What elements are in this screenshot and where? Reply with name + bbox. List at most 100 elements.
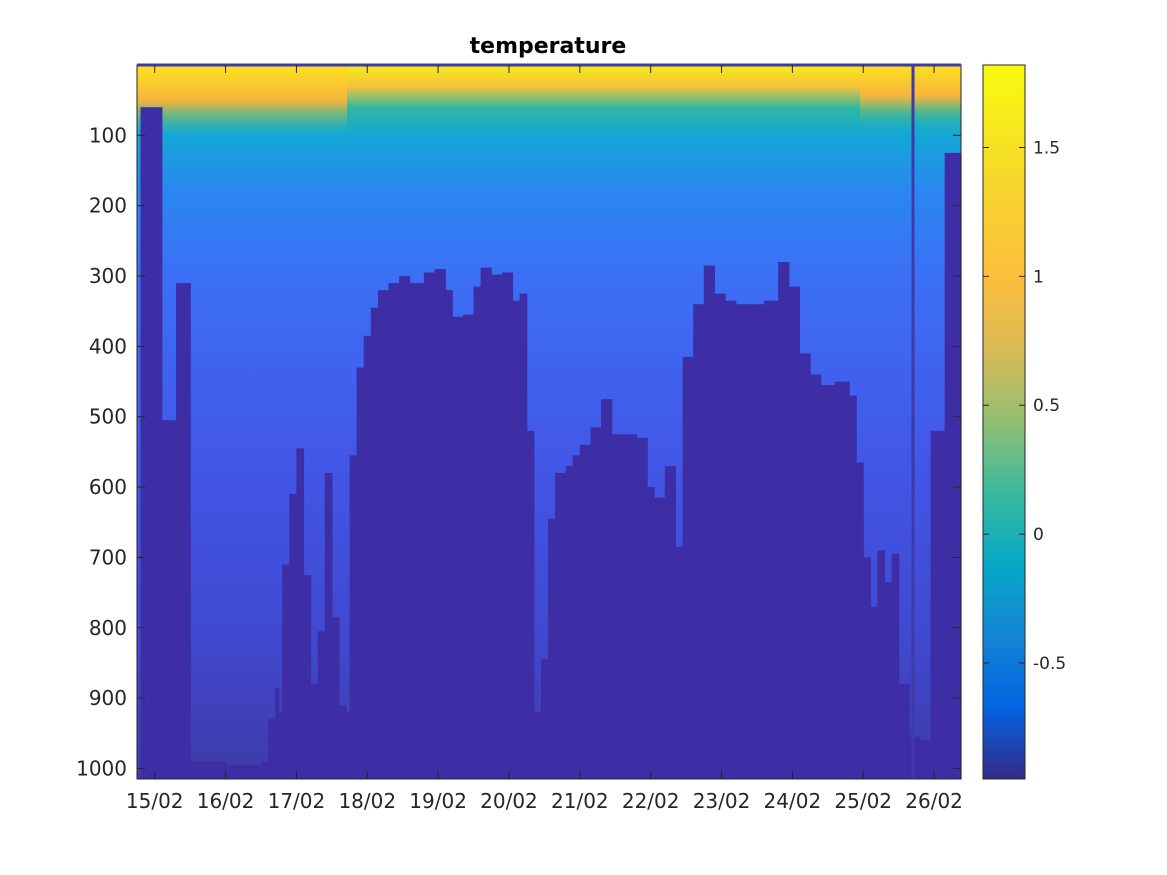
cold-column — [601, 399, 613, 779]
x-tick-label: 24/02 — [764, 789, 822, 813]
cold-column — [590, 427, 602, 779]
plot-area — [136, 63, 962, 780]
cold-column — [682, 356, 694, 779]
x-axis: 15/02 16/02 17/02 18/02 19/02 20/02 21/02 22/02… — [126, 65, 963, 813]
cold-column — [399, 276, 411, 779]
colorbar-scale — [982, 64, 1026, 780]
cold-column — [278, 712, 283, 779]
cold-column — [176, 283, 191, 779]
cold-column — [317, 631, 326, 779]
x-tick-label: 19/02 — [409, 789, 467, 813]
y-tick-label: 500 — [89, 405, 127, 429]
cold-column — [849, 395, 857, 779]
y-tick-label: 300 — [89, 264, 127, 288]
cold-column — [547, 518, 556, 779]
y-axis: 100 200 300 400 500 600 700 800 900 1000 — [76, 123, 961, 780]
cold-column — [282, 564, 290, 779]
cold-column — [856, 462, 864, 779]
colorbar-tick-label: 0 — [1033, 525, 1044, 545]
cold-column — [512, 300, 521, 779]
cold-column — [445, 290, 453, 779]
cold-column — [611, 434, 623, 779]
cold-column — [370, 307, 379, 779]
cold-column — [303, 575, 312, 779]
cold-column — [944, 152, 962, 779]
cold-column — [388, 283, 400, 779]
cold-column — [555, 473, 567, 779]
cold-column — [764, 300, 779, 779]
colorbar: -0.5 0 0.5 1 1.5 — [982, 64, 1066, 780]
cold-column — [268, 719, 276, 779]
x-tick-label: 22/02 — [622, 789, 680, 813]
cold-column — [778, 262, 790, 779]
cold-column — [338, 705, 347, 779]
cold-column — [501, 272, 514, 779]
cold-column — [324, 473, 333, 779]
colorbar-tick-label: 1 — [1033, 267, 1044, 287]
warm-surface-layer-left — [137, 65, 347, 135]
cold-column — [799, 353, 811, 779]
y-tick-label: 800 — [89, 616, 127, 640]
colorbar-tick-label: 1.5 — [1033, 138, 1060, 158]
x-tick-label: 17/02 — [268, 789, 326, 813]
cold-column — [877, 550, 886, 779]
x-tick-label: 20/02 — [480, 789, 538, 813]
cold-column — [356, 367, 365, 779]
cold-column — [377, 290, 390, 779]
chart-title: temperature — [470, 34, 627, 59]
x-tick-label: 23/02 — [693, 789, 751, 813]
cold-column — [363, 335, 372, 779]
colorbar-ticks: -0.5 0 0.5 1 1.5 — [983, 138, 1066, 674]
y-tick-label: 700 — [89, 545, 127, 569]
cold-column — [693, 304, 705, 779]
cold-column — [725, 300, 737, 779]
cold-column — [533, 712, 542, 779]
cold-column — [225, 764, 262, 779]
x-tick-label: 15/02 — [126, 789, 184, 813]
x-tick-label: 26/02 — [905, 789, 963, 813]
cold-column — [870, 606, 878, 779]
cold-column — [622, 434, 638, 779]
x-tick-label: 21/02 — [551, 789, 609, 813]
cold-column — [462, 314, 475, 779]
y-tick-label: 400 — [89, 334, 127, 358]
cold-column — [919, 740, 932, 779]
cold-column — [519, 293, 528, 779]
colorbar-tick-label: 0.5 — [1033, 396, 1060, 416]
colorbar-tick-label: -0.5 — [1033, 654, 1066, 674]
cold-column — [331, 617, 340, 779]
x-tick-label: 25/02 — [834, 789, 892, 813]
cold-column — [788, 286, 800, 779]
cold-bottom-layer — [140, 107, 962, 779]
cold-column — [275, 687, 280, 779]
cold-column — [491, 274, 503, 779]
cold-column — [909, 736, 921, 779]
y-tick-label: 900 — [89, 686, 127, 710]
cold-column — [647, 487, 655, 779]
y-tick-label: 1000 — [76, 756, 127, 780]
cold-column — [190, 761, 227, 779]
cold-column — [636, 437, 648, 779]
cold-column — [565, 466, 574, 779]
cold-column — [820, 385, 836, 779]
cold-column — [296, 448, 305, 779]
cold-column — [261, 761, 269, 779]
cold-column — [434, 269, 446, 779]
x-tick-label: 18/02 — [338, 789, 396, 813]
cold-column — [654, 497, 666, 779]
cold-column — [675, 546, 684, 779]
cold-column — [140, 107, 163, 779]
cold-column — [161, 420, 177, 779]
cold-column — [346, 712, 351, 779]
cold-column — [810, 374, 822, 779]
y-tick-label: 100 — [89, 123, 127, 147]
cold-column — [579, 444, 591, 779]
cold-column — [480, 267, 492, 779]
cold-column — [452, 316, 464, 779]
cold-column — [891, 553, 900, 779]
cold-column — [884, 582, 893, 779]
cold-column — [749, 304, 765, 779]
cold-column — [423, 272, 436, 779]
cold-column — [735, 304, 751, 779]
